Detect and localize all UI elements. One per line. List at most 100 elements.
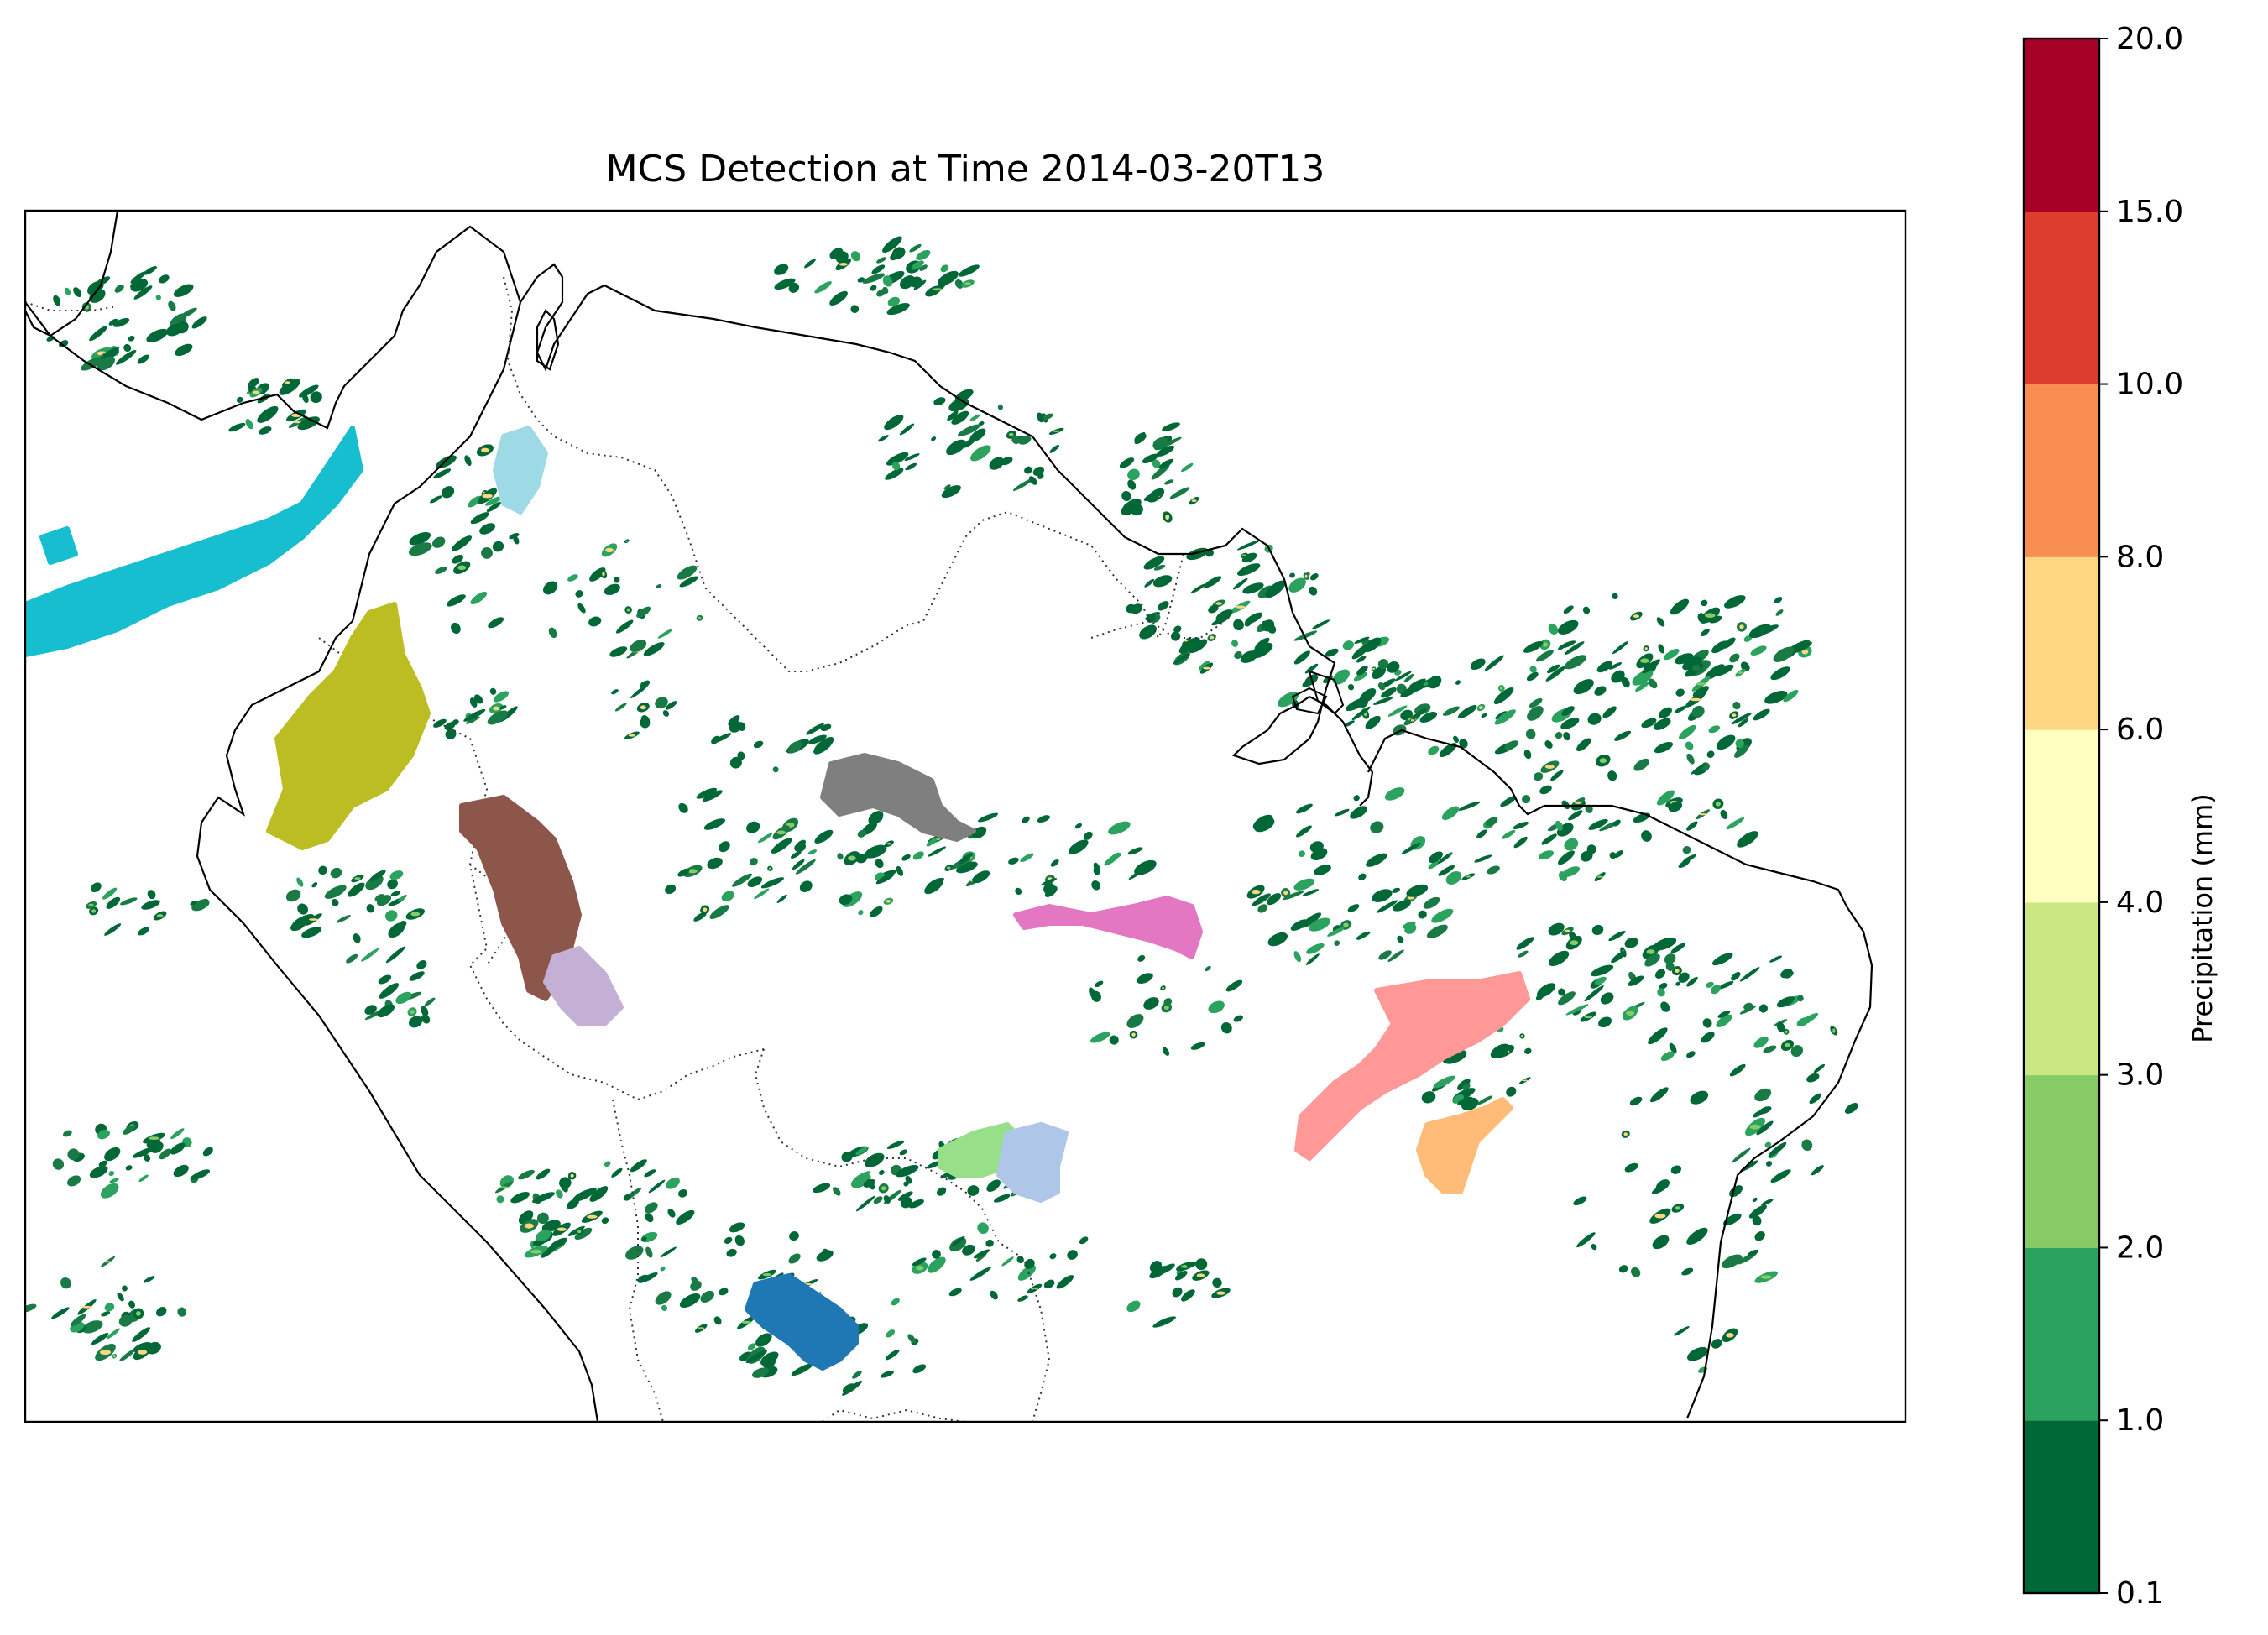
precip-cell <box>1754 1088 1772 1102</box>
precip-cell <box>143 1154 151 1162</box>
precip-cell <box>1121 490 1131 502</box>
precip-cell <box>774 264 789 275</box>
precip-cell <box>81 357 102 371</box>
precip-cell <box>1648 678 1658 689</box>
precip-cell <box>1403 673 1414 683</box>
precip-cell <box>1764 690 1788 704</box>
precip-cell <box>1654 741 1674 754</box>
precip-cell <box>1354 636 1370 644</box>
colorbar-tick-label: 6.0 <box>2116 713 2164 747</box>
precip-cell <box>1017 1295 1028 1302</box>
precip-cell <box>479 523 496 535</box>
precip-cell <box>1139 624 1158 640</box>
precip-cell <box>850 305 860 314</box>
precip-cell <box>1764 1141 1772 1148</box>
precip-cell <box>465 716 480 724</box>
precip-cell <box>1612 640 1629 655</box>
precip-cell <box>1513 822 1529 829</box>
precip-cell <box>726 1248 737 1257</box>
precip-cell <box>1716 1014 1732 1027</box>
precip-cell <box>1738 718 1748 728</box>
precip-core <box>1131 1032 1136 1037</box>
precip-cell <box>1526 671 1539 682</box>
precip-core <box>1203 666 1210 670</box>
precip-cell <box>1641 718 1657 729</box>
precip-cell <box>1490 1043 1510 1059</box>
precip-cell <box>1624 938 1638 948</box>
precip-cell <box>691 1277 700 1287</box>
precip-cell <box>1334 940 1340 946</box>
precip-cell <box>1675 688 1685 697</box>
precip-cell <box>173 284 194 297</box>
delta-islands <box>1291 670 1345 715</box>
precip-cell <box>1188 639 1208 654</box>
precip-cell <box>977 812 999 823</box>
precip-core <box>354 877 361 880</box>
precip-cell <box>389 870 404 880</box>
precip-cell <box>789 1231 799 1241</box>
precip-cell <box>1353 795 1360 802</box>
precip-cell <box>463 708 486 722</box>
precip-cell <box>1028 476 1037 485</box>
precip-cell <box>891 1298 900 1306</box>
precip-cell <box>967 1185 980 1196</box>
precip-cell <box>1568 810 1583 821</box>
precip-cell <box>884 415 904 431</box>
precip-core <box>1053 430 1060 433</box>
precip-cell <box>279 379 300 395</box>
precip-core <box>1644 647 1648 650</box>
precip-cell <box>1538 850 1555 860</box>
precip-core <box>848 855 856 861</box>
precip-cell <box>949 1237 967 1252</box>
precip-cell <box>336 915 351 923</box>
precip-cell <box>1459 739 1468 749</box>
precip-cell <box>1016 1256 1024 1263</box>
precip-cell <box>1732 701 1741 710</box>
precip-cell <box>912 1364 927 1374</box>
precip-cell <box>855 1195 875 1212</box>
precip-cell <box>1641 830 1652 842</box>
precip-cell <box>572 1188 595 1202</box>
precip-cell <box>1037 412 1044 423</box>
precip-cell <box>728 715 740 726</box>
precip-core <box>499 1186 509 1188</box>
precip-cell <box>760 877 785 889</box>
precip-cell <box>1020 853 1034 863</box>
precip-cell <box>1024 466 1032 474</box>
precip-core <box>1705 613 1716 618</box>
precip-cell <box>1431 908 1454 923</box>
precip-core <box>1283 891 1288 896</box>
precip-cell <box>1050 859 1059 867</box>
precip-core <box>1165 514 1170 520</box>
precip-cell <box>485 496 503 506</box>
precip-cell <box>1162 1047 1170 1056</box>
precip-cell <box>1718 980 1734 990</box>
precip-cell <box>614 703 627 712</box>
precip-cell <box>104 1147 121 1162</box>
precip-cell <box>346 953 358 964</box>
precip-cell <box>1134 859 1157 875</box>
precip-cell <box>59 340 69 348</box>
precip-cell <box>1588 818 1608 830</box>
precip-cell <box>1690 1090 1709 1105</box>
precip-cell <box>932 1250 941 1259</box>
precip-cell <box>724 1236 733 1245</box>
precip-cell <box>1134 432 1146 441</box>
precip-core <box>91 909 97 913</box>
precip-cell <box>109 1178 119 1183</box>
precip-cell <box>709 905 729 919</box>
precip-core <box>886 842 892 845</box>
precip-cell <box>857 277 865 283</box>
precip-cell <box>1012 478 1034 491</box>
precip-cell <box>1580 850 1593 862</box>
precip-cell <box>928 846 947 857</box>
precip-cell <box>931 436 937 441</box>
precip-cell <box>1613 850 1623 859</box>
colorbar-frame <box>2022 37 2101 1595</box>
precip-cell <box>1706 750 1715 759</box>
precip-core <box>577 1230 582 1234</box>
precip-cell <box>1576 738 1591 752</box>
precip-cell <box>977 1222 989 1235</box>
precip-cell <box>839 894 853 905</box>
precip-cell <box>1204 576 1222 588</box>
